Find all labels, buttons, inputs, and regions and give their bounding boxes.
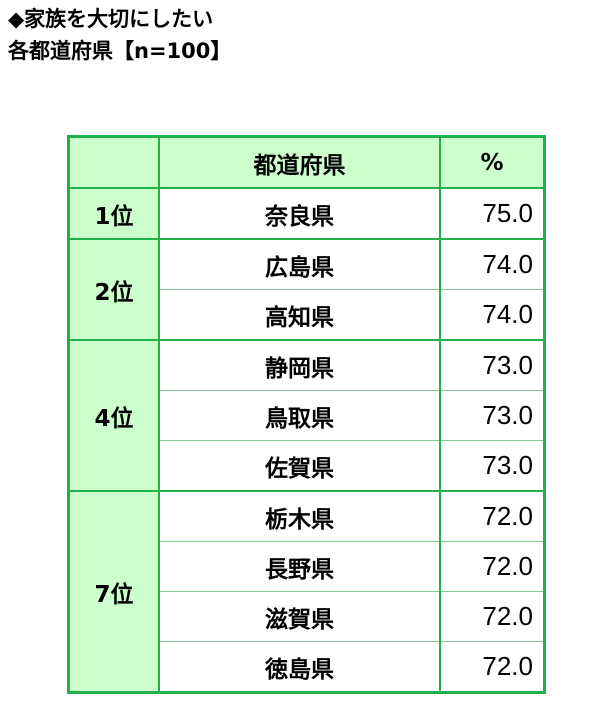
prefecture-cell: 滋賀県 xyxy=(158,591,441,642)
rank-cell: 1位 xyxy=(67,187,160,240)
percent-cell: 73.0 xyxy=(439,390,546,441)
percent-cell: 73.0 xyxy=(439,440,546,492)
prefecture-cell: 栃木県 xyxy=(158,490,441,542)
table-row: 4位 静岡県 73.0 xyxy=(67,339,546,492)
prefecture-cell: 奈良県 xyxy=(158,187,441,240)
percent-cell: 72.0 xyxy=(439,541,546,592)
chart-title: ◆家族を大切にしたい xyxy=(8,7,214,31)
table-row: 長野県 72.0 xyxy=(69,541,546,592)
table-row: 鳥取県 73.0 xyxy=(69,390,546,441)
table-row: 佐賀県 73.0 xyxy=(69,440,546,492)
percent-cell: 74.0 xyxy=(439,289,546,341)
prefecture-cell: 佐賀県 xyxy=(158,440,441,492)
prefecture-cell: 長野県 xyxy=(158,541,441,592)
header-percent: % xyxy=(439,135,546,189)
rank-cell: 2位 xyxy=(67,238,160,341)
table-row: 徳島県 72.0 xyxy=(69,641,546,694)
prefecture-cell: 鳥取県 xyxy=(158,390,441,441)
chart-subtitle: 各都道府県【n=100】 xyxy=(8,39,232,63)
header-prefecture: 都道府県 xyxy=(158,135,441,189)
table-row: 7位 栃木県 72.0 xyxy=(67,490,546,694)
percent-cell: 72.0 xyxy=(439,490,546,542)
rank-cell: 4位 xyxy=(67,339,160,492)
prefecture-cell: 徳島県 xyxy=(158,641,441,694)
table-row: 滋賀県 72.0 xyxy=(69,591,546,642)
prefecture-cell: 高知県 xyxy=(158,289,441,341)
percent-cell: 72.0 xyxy=(439,591,546,642)
percent-cell: 74.0 xyxy=(439,238,546,290)
header-row: 都道府県 % xyxy=(67,135,546,189)
prefecture-cell: 静岡県 xyxy=(158,339,441,391)
percent-cell: 75.0 xyxy=(439,187,546,240)
table-row: 高知県 74.0 xyxy=(69,289,546,341)
percent-cell: 72.0 xyxy=(439,641,546,694)
table-row: 1位 奈良県 75.0 xyxy=(67,187,546,240)
prefecture-cell: 広島県 xyxy=(158,238,441,290)
percent-cell: 73.0 xyxy=(439,339,546,391)
ranking-table: 都道府県 % 1位 奈良県 75.0 2位 広島県 74.0 高知県 74.0 4位 静岡県 73.… xyxy=(67,135,546,694)
table-row: 2位 広島県 74.0 xyxy=(67,238,546,341)
rank-cell: 7位 xyxy=(67,490,160,694)
header-rank xyxy=(67,135,160,189)
